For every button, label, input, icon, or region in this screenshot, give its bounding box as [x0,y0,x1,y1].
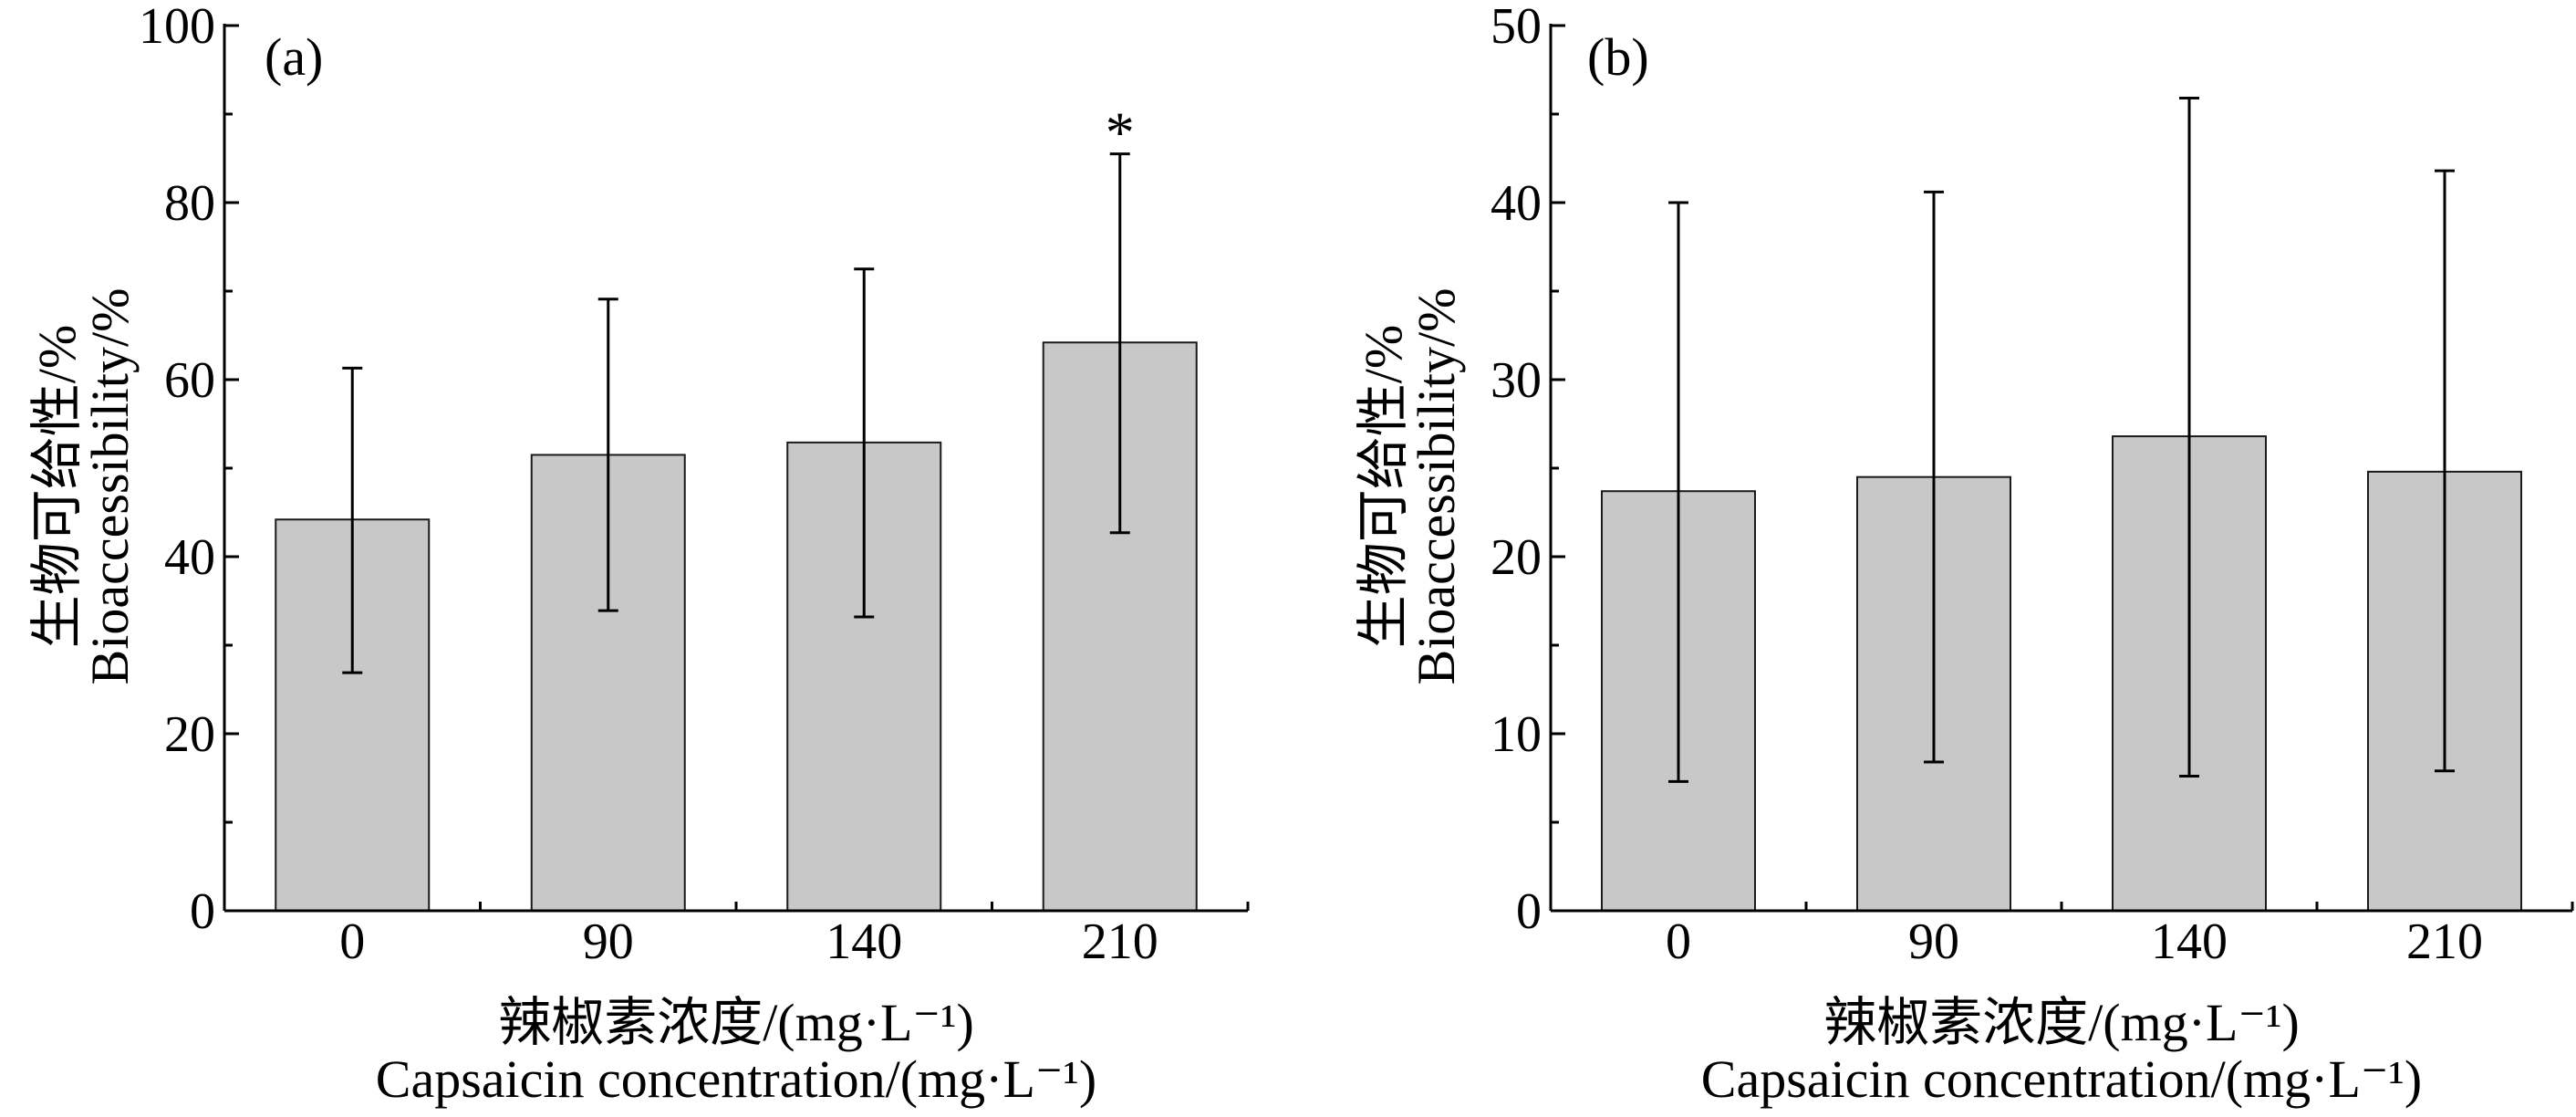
x-tick-label: 0 [339,913,365,970]
y-axis-title-zh: 生物可给性/% [27,325,87,648]
y-tick-label: 20 [164,706,215,763]
y-axis-title-zh: 生物可给性/% [1354,325,1413,648]
y-tick-label: 60 [164,352,215,409]
x-tick-label: 90 [1908,913,1959,970]
y-axis-title-en: Bioaccessibility/% [1407,288,1466,685]
significance-marker: * [1106,100,1135,165]
y-tick-label: 40 [1491,175,1542,232]
panel-label: (b) [1587,27,1649,87]
panel-b: 0 10 20 30 40 50 0 90 140 210 (b) 辣椒素浓度/(mg·L⁻¹)Cap… [1354,0,2574,1109]
y-tick-label: 100 [139,0,215,55]
x-tick-label: 210 [1082,913,1158,970]
y-tick-label: 80 [164,175,215,232]
x-axis-title-en: Capsaicin concentration/(mg·L⁻¹) [376,1049,1096,1109]
y-tick-label: 0 [1516,883,1542,940]
x-tick-label: 140 [2151,913,2228,970]
panel-label: (a) [265,27,323,87]
y-tick-label: 0 [190,883,215,940]
x-axis-title-en: Capsaicin concentration/(mg·L⁻¹) [1701,1049,2422,1109]
y-axis-title-en: Bioaccessibility/% [80,288,140,685]
y-tick-label: 30 [1491,352,1542,409]
x-tick-label: 90 [583,913,634,970]
x-tick-label: 140 [826,913,902,970]
y-tick-label: 10 [1491,706,1542,763]
y-tick-label: 40 [164,529,215,586]
x-tick-label: 0 [1666,913,1691,970]
x-tick-label: 210 [2406,913,2483,970]
y-tick-label: 50 [1491,0,1542,55]
panel-a: * 0 20 40 60 80 100 0 90 140 210 (a) 辣椒素浓度/(mg·L⁻¹)C… [27,0,1250,1109]
y-tick-label: 20 [1491,529,1542,586]
x-axis-title-zh: 辣椒素浓度/(mg·L⁻¹) [498,993,974,1052]
x-axis-title-zh: 辣椒素浓度/(mg·L⁻¹) [1823,993,2300,1052]
